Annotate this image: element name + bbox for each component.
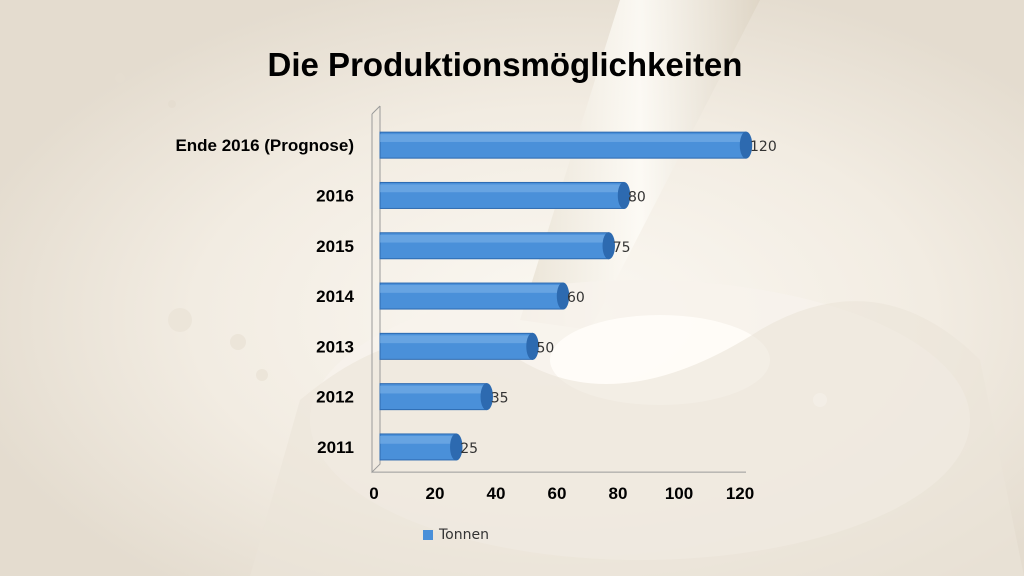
- bar-cap: [526, 332, 539, 360]
- x-tick-label-40: 40: [487, 484, 506, 503]
- category-label-3: 2015: [316, 237, 354, 256]
- x-tick-label-20: 20: [426, 484, 445, 503]
- legend-label: Tonnen: [439, 527, 489, 543]
- bar-cap: [617, 181, 631, 209]
- x-tick-label-60: 60: [548, 484, 567, 503]
- bar-6: [379, 383, 493, 411]
- category-label-5: 2013: [316, 337, 354, 356]
- data-label-2: 80: [628, 189, 646, 205]
- legend-swatch: [423, 530, 433, 540]
- labels-layer: 0 20 40 60 80 100 120 Ende 2016 (Prognose) 120 20…: [175, 136, 776, 503]
- data-label-3: 75: [613, 240, 631, 256]
- bar-highlight: [380, 335, 533, 344]
- data-label-5: 50: [537, 340, 555, 356]
- x-tick-label-0: 0: [369, 484, 378, 503]
- bars-layer: [379, 131, 753, 461]
- slide-title: Die Produktionsmöglichkeiten: [267, 46, 743, 83]
- category-label-4: 2014: [316, 287, 354, 306]
- bar-1: [379, 131, 753, 159]
- data-label-7: 25: [460, 441, 478, 457]
- bar-cap: [450, 433, 463, 461]
- bar-highlight: [380, 134, 746, 142]
- bar-2: [379, 181, 631, 209]
- bar-highlight: [380, 385, 487, 394]
- bar-cap: [739, 131, 753, 159]
- category-label-6: 2012: [316, 388, 354, 407]
- category-label-7: 2011: [317, 438, 354, 457]
- bar-highlight: [380, 435, 457, 444]
- bar-highlight: [380, 184, 624, 193]
- data-label-6: 35: [491, 391, 509, 407]
- bar-highlight: [380, 285, 563, 293]
- category-label-2: 2016: [316, 186, 354, 205]
- bar-cap: [480, 383, 493, 411]
- axis-wall: [371, 105, 381, 474]
- bar-cap: [602, 232, 615, 260]
- category-label-1: Ende 2016 (Prognose): [175, 136, 354, 155]
- data-label-1: 120: [750, 139, 777, 155]
- bar-cap: [556, 282, 570, 310]
- legend: Tonnen: [423, 527, 489, 543]
- bar-3: [379, 232, 615, 260]
- x-tick-label-80: 80: [609, 484, 628, 503]
- data-label-4: 60: [567, 290, 585, 306]
- bar-highlight: [380, 234, 609, 243]
- x-tick-label-100: 100: [665, 484, 693, 503]
- x-tick-label-120: 120: [726, 484, 754, 503]
- bar-5: [379, 332, 539, 360]
- bar-7: [379, 433, 463, 461]
- bar-4: [379, 282, 570, 310]
